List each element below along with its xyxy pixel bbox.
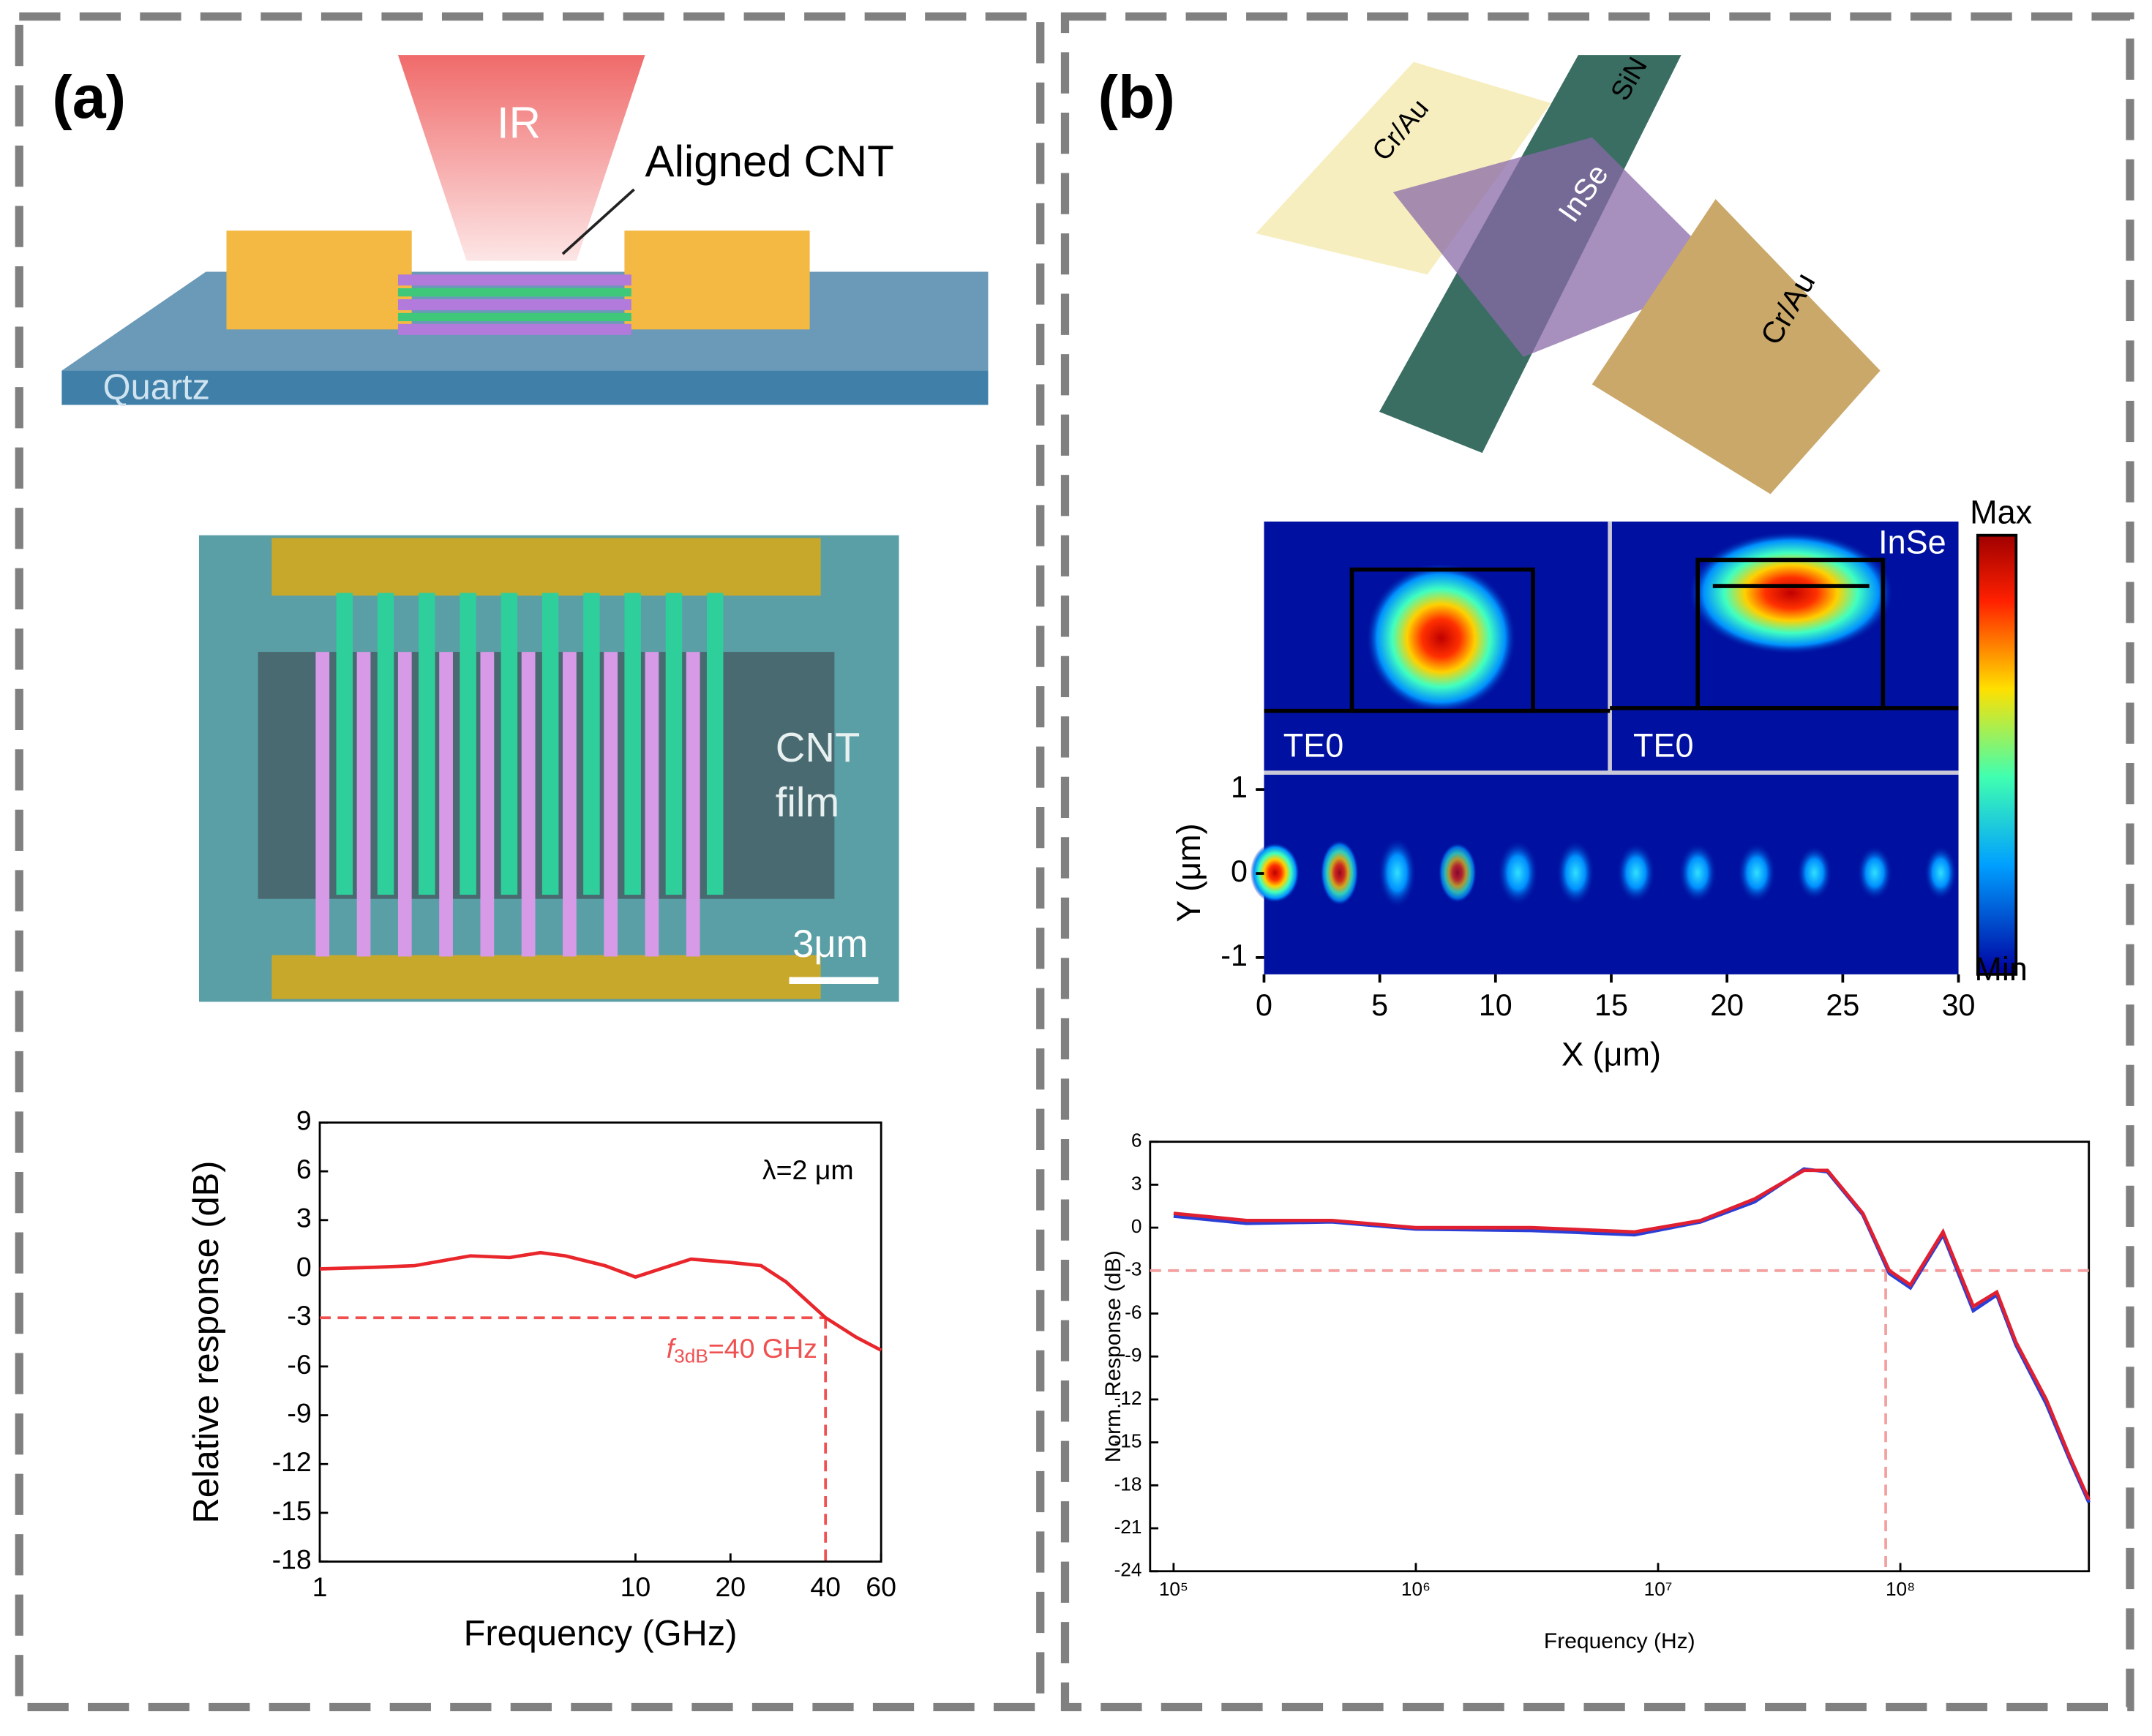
cutoff-label-part: =40 GHz bbox=[708, 1333, 817, 1364]
inset-label: TE0 bbox=[1633, 726, 1694, 764]
plot-frame bbox=[318, 1121, 882, 1563]
x-tick-label: 30 bbox=[1942, 988, 1976, 1022]
x-tick-label: 15 bbox=[1594, 988, 1628, 1022]
colorbar-label: Max bbox=[1970, 493, 2033, 530]
mode-spot bbox=[1688, 531, 1894, 655]
y-tick-label: 3 bbox=[1131, 1172, 1142, 1194]
x-tick-label: 10⁵ bbox=[1159, 1578, 1188, 1600]
y-tick-label: -12 bbox=[272, 1446, 312, 1477]
data-line bbox=[319, 1250, 882, 1352]
x-axis-label: Frequency (Hz) bbox=[1544, 1629, 1695, 1653]
quartz-side bbox=[61, 370, 989, 405]
y-tick-label: -6 bbox=[1125, 1301, 1141, 1323]
sem-electrode bbox=[271, 538, 821, 596]
x-tick-label: 1 bbox=[312, 1571, 328, 1602]
y-tick-label: -18 bbox=[272, 1544, 312, 1575]
beam-label: IR bbox=[497, 99, 541, 148]
panel-label: (a) bbox=[52, 64, 126, 131]
y-tick-label: -3 bbox=[287, 1300, 311, 1331]
x-axis-label: X (μm) bbox=[1561, 1035, 1661, 1072]
sem-electrode bbox=[271, 955, 821, 999]
y-tick-label: 6 bbox=[1131, 1130, 1142, 1151]
y-tick-label: -15 bbox=[272, 1495, 312, 1526]
inse-flake bbox=[1392, 137, 1730, 357]
y-tick-label: 3 bbox=[296, 1203, 312, 1233]
colorbar bbox=[1976, 533, 2018, 976]
plot-frame bbox=[1149, 1141, 2091, 1573]
pointer-label: Aligned CNT bbox=[645, 137, 894, 186]
colorbar-label: Min bbox=[1974, 950, 2028, 988]
cnt-stripes bbox=[397, 274, 631, 335]
x-tick-label: 0 bbox=[1256, 988, 1272, 1022]
substrate-label: Quartz bbox=[103, 368, 210, 407]
x-tick-label: 60 bbox=[866, 1571, 896, 1602]
y-tick-label: -6 bbox=[287, 1349, 311, 1380]
gold-pad bbox=[226, 230, 412, 330]
x-tick-label: 10 bbox=[621, 1571, 651, 1602]
y-tick-label: -1 bbox=[1221, 939, 1248, 972]
inset-label: InSe bbox=[1878, 524, 1946, 561]
cutoff-label: f3dB=40 GHz bbox=[667, 1333, 817, 1367]
panel-border bbox=[1060, 12, 2134, 1712]
inset-label: TE0 bbox=[1283, 726, 1344, 764]
y-tick-label: -3 bbox=[1125, 1258, 1141, 1280]
y-tick-label: 0 bbox=[296, 1251, 312, 1282]
x-tick-label: 25 bbox=[1826, 988, 1859, 1022]
y-tick-label: 6 bbox=[296, 1154, 312, 1184]
electrode bbox=[1256, 61, 1551, 275]
sem-label: film bbox=[776, 779, 839, 825]
y-tick-label: -21 bbox=[1114, 1516, 1142, 1538]
x-tick-label: 10⁶ bbox=[1401, 1578, 1431, 1600]
x-axis-label: Frequency (GHz) bbox=[464, 1614, 738, 1653]
y-tick-label: 9 bbox=[296, 1105, 312, 1135]
x-tick-label: 20 bbox=[715, 1571, 746, 1602]
annotation: λ=2 μm bbox=[762, 1154, 854, 1185]
y-tick-label: -24 bbox=[1114, 1559, 1142, 1581]
y-tick-label: -9 bbox=[287, 1397, 311, 1428]
sem-label: CNT bbox=[776, 724, 861, 770]
x-tick-label: 20 bbox=[1710, 988, 1744, 1022]
panel-label: (b) bbox=[1098, 64, 1175, 131]
y-tick-label: -12 bbox=[1114, 1387, 1142, 1409]
x-tick-label: 40 bbox=[810, 1571, 841, 1602]
mode-spot bbox=[1365, 563, 1517, 714]
y-tick-label: 0 bbox=[1231, 854, 1248, 888]
cutoff-label-part: 3dB bbox=[674, 1345, 708, 1367]
y-tick-label: -18 bbox=[1114, 1473, 1142, 1495]
pointer-arrow bbox=[561, 188, 635, 255]
y-tick-label: 1 bbox=[1231, 770, 1248, 804]
panel-border bbox=[15, 12, 1045, 1712]
x-tick-label: 10 bbox=[1479, 988, 1512, 1022]
y-tick-label: -15 bbox=[1114, 1430, 1142, 1452]
x-tick-label: 10⁸ bbox=[1886, 1578, 1915, 1600]
y-axis-label: Y (μm) bbox=[1170, 824, 1207, 923]
y-axis-label: Norm. Response (dB) bbox=[1101, 1250, 1125, 1462]
electrode bbox=[1591, 199, 1881, 495]
x-tick-label: 5 bbox=[1371, 988, 1388, 1022]
data-line bbox=[1173, 1168, 2091, 1500]
sem-fingers bbox=[315, 593, 724, 957]
y-tick-label: 0 bbox=[1131, 1215, 1142, 1237]
x-tick-label: 10⁷ bbox=[1644, 1578, 1673, 1600]
scale-bar-label: 3μm bbox=[792, 923, 868, 966]
gold-pad bbox=[624, 230, 810, 330]
ir-beam bbox=[397, 55, 645, 261]
propagation-spots bbox=[1250, 837, 1957, 909]
scale-bar bbox=[789, 977, 879, 984]
y-tick-label: -9 bbox=[1125, 1344, 1141, 1366]
y-axis-label: Relative response (dB) bbox=[187, 1161, 226, 1524]
